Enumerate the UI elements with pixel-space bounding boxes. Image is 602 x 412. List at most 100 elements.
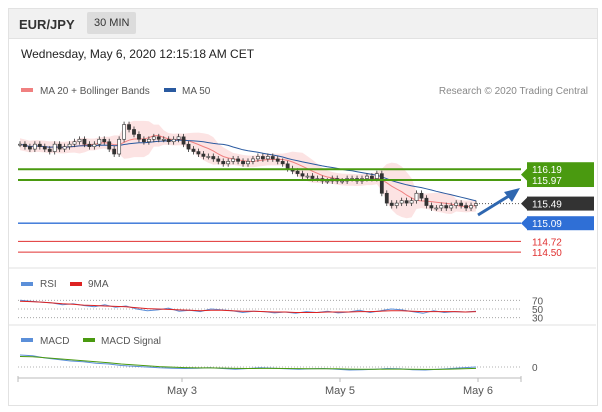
candle xyxy=(260,153,265,162)
interval-button[interactable]: 30 MIN xyxy=(87,12,137,34)
research-credit: Research © 2020 Trading Central xyxy=(439,86,588,97)
resistance-level-label: 115.97 xyxy=(532,176,562,187)
candle xyxy=(57,141,62,153)
candle xyxy=(280,158,285,167)
candle xyxy=(67,141,72,150)
macd-panel: 0 xyxy=(18,354,538,374)
candle xyxy=(52,141,57,155)
candle xyxy=(87,141,92,150)
rsi-legend-label: RSI xyxy=(40,279,57,290)
rsi-line xyxy=(19,299,477,314)
candle xyxy=(142,136,146,145)
candle xyxy=(404,197,409,207)
macd-line xyxy=(19,354,477,371)
candle xyxy=(275,155,280,165)
candle xyxy=(394,200,399,209)
chart-frame: Wednesday, May 6, 2020 12:15:18 AM CET xyxy=(8,38,598,406)
candle xyxy=(28,143,32,153)
rsi-tick-label: 30 xyxy=(532,314,544,325)
forecast-arrow-icon xyxy=(477,188,520,217)
candle xyxy=(151,133,156,143)
candle xyxy=(221,158,226,167)
candle xyxy=(92,141,97,150)
ma20-legend-label: MA 20 + Bollinger Bands xyxy=(40,86,150,97)
candle xyxy=(206,153,211,160)
support-pointer-icon xyxy=(521,217,527,230)
x-tick-label: May 6 xyxy=(463,385,493,397)
resistance-zone-label xyxy=(527,162,594,188)
rsi-ma9-line xyxy=(19,300,477,313)
support-level-label: 115.09 xyxy=(532,219,562,230)
ma9-legend-swatch xyxy=(70,282,82,286)
candle xyxy=(156,133,161,143)
candle xyxy=(117,136,122,157)
candle xyxy=(201,151,206,160)
candle xyxy=(47,146,52,155)
rsi-legend-swatch xyxy=(21,282,33,286)
candle xyxy=(379,170,384,197)
candle xyxy=(32,141,37,153)
resistance-pointer-icon xyxy=(521,168,527,181)
support-level-label: 114.72 xyxy=(532,237,562,248)
candle xyxy=(186,141,191,153)
ma50-legend-label: MA 50 xyxy=(182,86,211,97)
candle xyxy=(439,202,444,211)
rsi-tick-label: 50 xyxy=(532,305,544,316)
candle xyxy=(409,197,414,207)
candle xyxy=(464,202,468,211)
macd-signal-legend-label: MACD Signal xyxy=(101,336,161,347)
candle xyxy=(226,158,231,167)
candle xyxy=(454,200,459,209)
ma9-legend-label: 9MA xyxy=(88,279,109,290)
candle xyxy=(399,197,404,207)
candle xyxy=(236,155,240,165)
candle xyxy=(161,136,166,143)
macd-legend-swatch xyxy=(21,338,33,342)
current-price-tag xyxy=(527,196,594,211)
candle xyxy=(181,133,186,148)
macd-signal-legend-swatch xyxy=(83,338,95,342)
candle xyxy=(77,136,82,145)
candle xyxy=(305,173,310,180)
candle xyxy=(265,153,270,162)
candle xyxy=(112,146,117,157)
candle xyxy=(419,190,424,202)
candle xyxy=(107,138,112,153)
candle xyxy=(132,126,136,138)
candle xyxy=(23,141,27,150)
candle xyxy=(137,131,141,143)
candle xyxy=(424,195,429,209)
macd-legend-label: MACD xyxy=(40,336,69,347)
candle xyxy=(82,136,87,148)
current-pointer-icon xyxy=(521,197,527,210)
candle xyxy=(216,155,221,165)
candle xyxy=(191,146,196,155)
candle xyxy=(176,133,181,143)
candle xyxy=(414,190,419,204)
candle xyxy=(270,153,275,162)
x-tick-label: May 3 xyxy=(167,385,197,397)
bollinger-band xyxy=(20,120,476,219)
candle xyxy=(166,136,171,145)
candle xyxy=(171,136,176,145)
candle xyxy=(434,205,439,211)
resistance-level-label: 116.19 xyxy=(532,165,562,176)
candle xyxy=(246,158,250,167)
chart-datetime: Wednesday, May 6, 2020 12:15:18 AM CET xyxy=(21,47,255,61)
candle xyxy=(429,202,434,211)
candle xyxy=(97,136,102,148)
candle xyxy=(256,153,260,162)
rsi-tick-label: 70 xyxy=(532,296,544,307)
x-axis-labels: May 3 May 5 May 6 xyxy=(17,376,522,397)
candle xyxy=(251,155,255,165)
candle xyxy=(127,121,131,133)
candle xyxy=(300,170,305,180)
candle xyxy=(469,202,473,211)
x-tick-label: May 5 xyxy=(325,385,355,397)
current-price-label: 115.49 xyxy=(532,200,562,211)
candle xyxy=(37,141,42,150)
candle xyxy=(444,202,449,211)
